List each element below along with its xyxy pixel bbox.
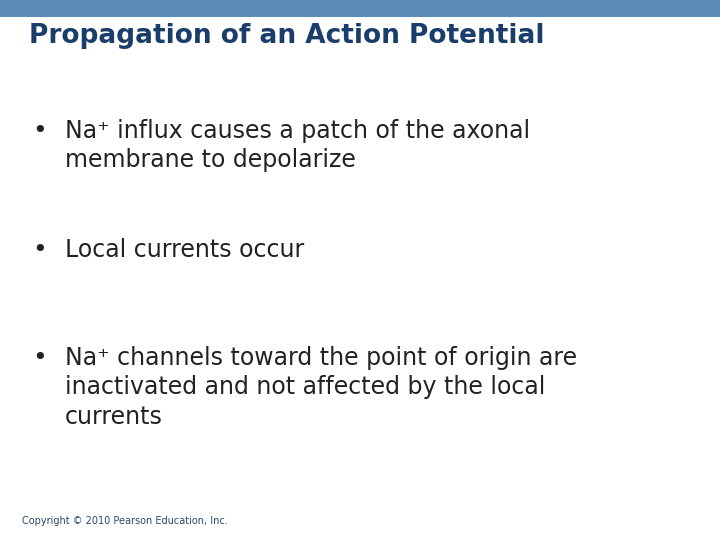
Text: •: • <box>32 119 47 143</box>
Text: •: • <box>32 238 47 261</box>
Text: Propagation of an Action Potential: Propagation of an Action Potential <box>29 23 544 49</box>
Bar <box>0 0 720 17</box>
Text: Na⁺ channels toward the point of origin are
inactivated and not affected by the : Na⁺ channels toward the point of origin … <box>65 346 577 429</box>
Text: •: • <box>32 346 47 369</box>
Text: Local currents occur: Local currents occur <box>65 238 304 261</box>
Text: Na⁺ influx causes a patch of the axonal
membrane to depolarize: Na⁺ influx causes a patch of the axonal … <box>65 119 530 172</box>
Text: Copyright © 2010 Pearson Education, Inc.: Copyright © 2010 Pearson Education, Inc. <box>22 516 228 526</box>
